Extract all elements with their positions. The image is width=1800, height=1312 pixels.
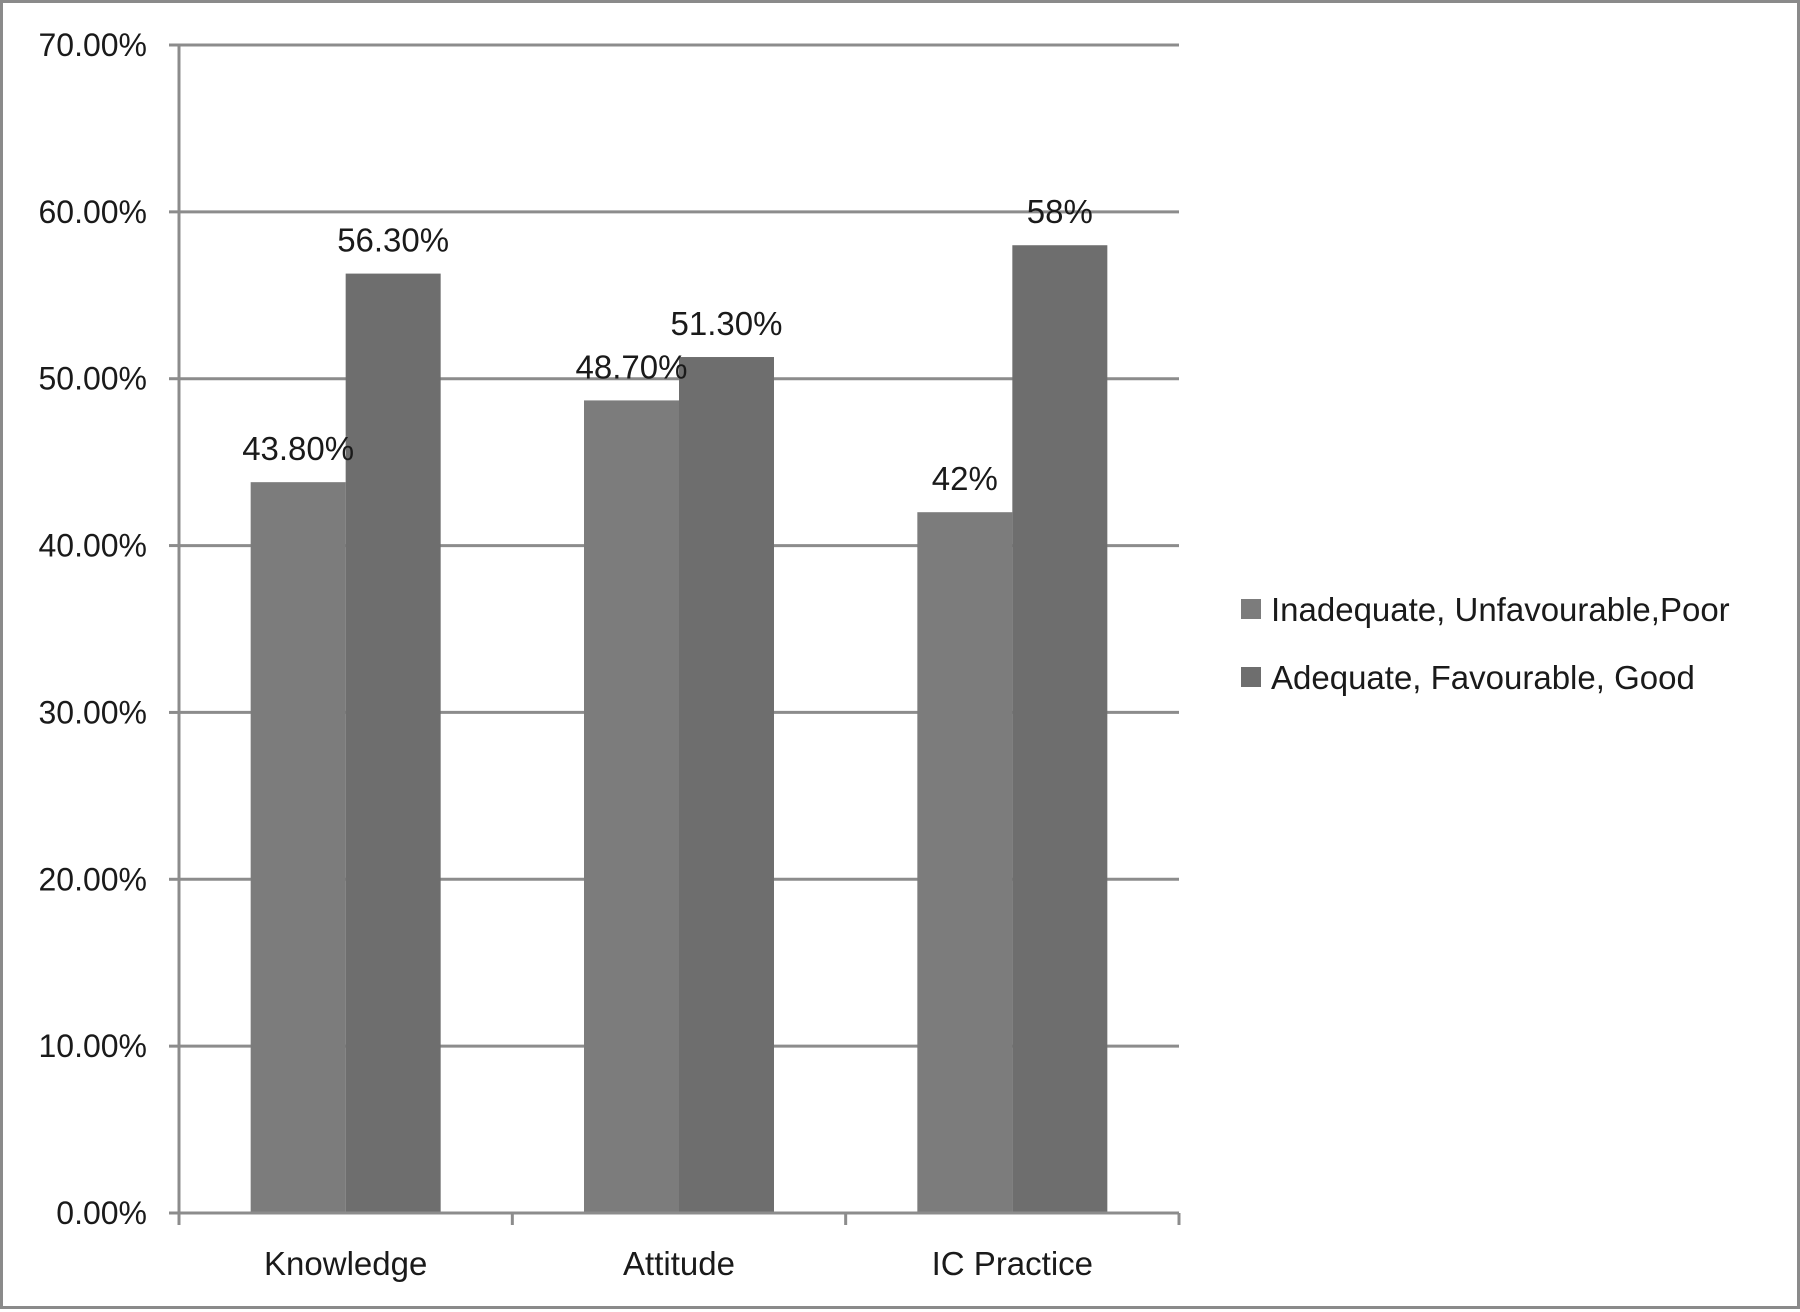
bar <box>679 357 774 1214</box>
data-label: 43.80% <box>242 430 354 467</box>
y-tick-label: 30.00% <box>38 694 147 730</box>
legend: Inadequate, Unfavourable,Poor Adequate, F… <box>1241 591 1730 696</box>
bar <box>584 400 679 1213</box>
y-tick-label: 40.00% <box>38 528 147 564</box>
bar <box>1012 245 1108 1213</box>
legend-entry: Adequate, Favourable, Good <box>1271 659 1695 696</box>
y-tick-label: 20.00% <box>38 861 147 897</box>
legend-swatch <box>1241 667 1261 687</box>
y-tick-label: 0.00% <box>56 1195 147 1231</box>
bar <box>917 512 1013 1213</box>
data-label: 58% <box>1027 193 1093 230</box>
y-tick-label: 10.00% <box>38 1028 147 1064</box>
x-tick-label: Attitude <box>623 1245 735 1282</box>
y-tick-label: 70.00% <box>38 27 147 63</box>
bar <box>250 482 346 1213</box>
x-tick-label: Knowledge <box>264 1245 427 1282</box>
legend-swatch <box>1241 599 1261 619</box>
data-label: 56.30% <box>337 222 449 259</box>
bars <box>250 245 1108 1214</box>
axes: 0.00% 10.00% 20.00% 30.00% 40.00% 50.00% 60.00… <box>38 27 1181 1282</box>
data-label: 42% <box>932 460 998 497</box>
x-tick-label: IC Practice <box>932 1245 1093 1282</box>
y-tick-label: 60.00% <box>38 194 147 230</box>
legend-entry: Inadequate, Unfavourable,Poor <box>1271 591 1730 628</box>
data-label: 48.70% <box>576 348 688 385</box>
data-label: 51.30% <box>671 305 783 342</box>
data-labels: 43.80% 56.30% 48.70% 51.30% 42% 58% <box>242 193 1093 497</box>
bar-chart: 0.00% 10.00% 20.00% 30.00% 40.00% 50.00% 60.00… <box>38 27 1730 1282</box>
y-tick-label: 50.00% <box>38 361 147 397</box>
bar <box>345 273 441 1213</box>
